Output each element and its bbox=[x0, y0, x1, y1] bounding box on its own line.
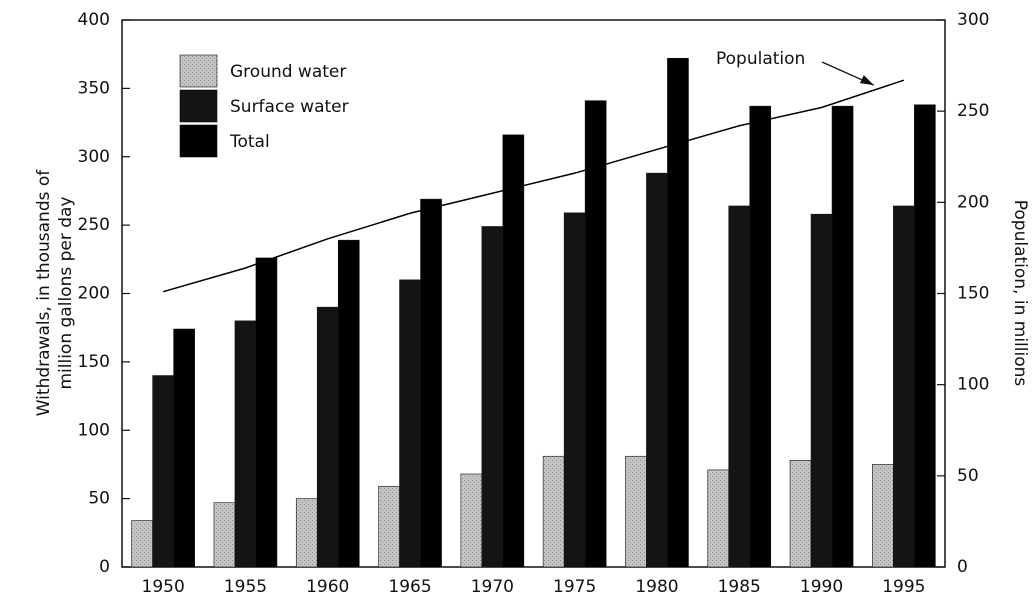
x-tick-label: 1970 bbox=[471, 577, 514, 597]
bar bbox=[831, 105, 854, 568]
bar bbox=[213, 502, 236, 568]
bar bbox=[789, 460, 812, 568]
y-tick-label: 400 bbox=[78, 10, 110, 30]
legend-label: Total bbox=[229, 132, 270, 152]
y-tick-label: 350 bbox=[78, 78, 110, 98]
bar bbox=[420, 198, 442, 568]
bar bbox=[810, 213, 833, 568]
bar bbox=[131, 520, 153, 568]
y-tick-label: 250 bbox=[78, 215, 110, 235]
bar bbox=[707, 469, 730, 568]
y2-axis-label: Population, in millions bbox=[1010, 200, 1030, 387]
x-tick-label: 1955 bbox=[224, 577, 267, 597]
x-tick-label: 1965 bbox=[388, 577, 431, 597]
y-tick-label: 0 bbox=[99, 557, 110, 577]
y2-tick-label: 0 bbox=[957, 557, 968, 577]
x-tick-label: 1990 bbox=[800, 577, 843, 597]
bar bbox=[316, 306, 339, 568]
bar bbox=[399, 279, 421, 568]
legend-swatch bbox=[179, 124, 218, 158]
bar bbox=[173, 328, 195, 568]
bar bbox=[667, 57, 689, 568]
bar bbox=[625, 455, 647, 568]
annotation-arrowhead bbox=[859, 75, 874, 86]
bar bbox=[893, 205, 915, 568]
bar bbox=[481, 226, 504, 568]
legend-swatch bbox=[179, 54, 218, 88]
y-axis-label: million gallons per day bbox=[56, 196, 76, 389]
bar bbox=[234, 320, 257, 568]
x-tick-label: 1950 bbox=[142, 577, 185, 597]
y-tick-label: 100 bbox=[78, 420, 110, 440]
y-tick-label: 50 bbox=[88, 489, 110, 509]
y-tick-label: 200 bbox=[78, 284, 110, 304]
bar bbox=[460, 473, 483, 568]
line-annotation: Population bbox=[716, 49, 805, 69]
y-tick-label: 300 bbox=[78, 147, 110, 167]
bar bbox=[542, 455, 565, 568]
bar bbox=[749, 105, 772, 568]
legend-label: Surface water bbox=[230, 97, 349, 117]
bar bbox=[914, 104, 936, 568]
y2-tick-label: 200 bbox=[957, 192, 989, 212]
y2-tick-label: 150 bbox=[957, 284, 989, 304]
bar bbox=[502, 134, 525, 568]
bar bbox=[152, 375, 174, 568]
bar bbox=[563, 212, 586, 568]
bar bbox=[584, 100, 607, 568]
y2-tick-label: 100 bbox=[957, 375, 989, 395]
x-tick-label: 1995 bbox=[882, 577, 925, 597]
bar bbox=[295, 498, 318, 568]
bar bbox=[255, 257, 278, 568]
x-tick-label: 1960 bbox=[306, 577, 349, 597]
x-tick-label: 1975 bbox=[553, 577, 596, 597]
x-tick-label: 1985 bbox=[718, 577, 761, 597]
bar bbox=[646, 172, 668, 568]
legend-label: Ground water bbox=[230, 62, 346, 82]
y2-tick-label: 50 bbox=[957, 466, 979, 486]
bar bbox=[378, 486, 400, 568]
y2-tick-label: 300 bbox=[957, 10, 989, 30]
bar bbox=[337, 239, 360, 568]
y-tick-label: 150 bbox=[78, 352, 110, 372]
legend-swatch bbox=[179, 89, 218, 123]
population-line bbox=[162, 79, 905, 293]
x-tick-label: 1980 bbox=[635, 577, 678, 597]
bar bbox=[872, 464, 894, 568]
bar bbox=[728, 205, 751, 568]
y-axis-label: Withdrawals, in thousands of bbox=[34, 169, 54, 417]
y2-tick-label: 250 bbox=[957, 101, 989, 121]
